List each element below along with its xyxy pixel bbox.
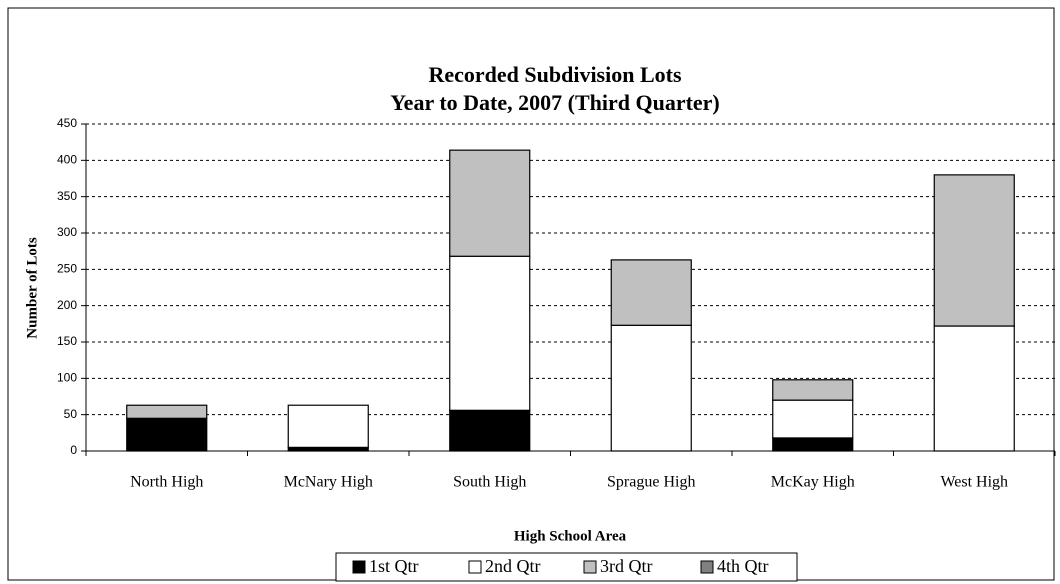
y-tick-label: 150 <box>57 334 77 348</box>
bar-segment <box>772 379 854 401</box>
chart-title: Recorded Subdivision Lots <box>428 62 681 87</box>
bar-segment <box>126 417 208 452</box>
legend-label: 3rd Qtr <box>600 556 653 576</box>
bar-segment <box>933 174 1015 327</box>
y-tick-label: 400 <box>57 153 77 167</box>
bar-segment <box>449 149 531 257</box>
legend-swatch <box>352 560 366 574</box>
legend-swatch <box>700 560 714 574</box>
y-tick-label: 100 <box>57 371 77 385</box>
x-axis-label: High School Area <box>514 528 627 544</box>
y-tick-label: 350 <box>57 189 77 203</box>
y-tick-label: 0 <box>70 443 77 457</box>
legend-label: 4th Qtr <box>717 556 769 576</box>
x-tick-label: McKay High <box>771 474 855 491</box>
y-tick-label: 450 <box>57 116 77 130</box>
y-tick-label: 300 <box>57 225 77 239</box>
x-tick-label: Sprague High <box>607 474 695 491</box>
legend-swatch <box>583 560 597 574</box>
bar-segment <box>287 404 369 448</box>
chart-subtitle: Year to Date, 2007 (Third Quarter) <box>390 90 720 115</box>
chart-frame <box>7 7 1055 581</box>
y-tick-label: 250 <box>57 262 77 276</box>
legend-swatch <box>468 560 482 574</box>
y-axis-label: Number of Lots <box>24 237 40 339</box>
y-tick-label: 50 <box>64 407 78 421</box>
y-tick-label: 200 <box>57 298 77 312</box>
x-tick-label: McNary High <box>284 474 373 491</box>
bar-segment <box>610 259 692 326</box>
x-tick-label: West High <box>940 474 1008 491</box>
x-tick-label: North High <box>130 474 203 491</box>
legend-label: 1st Qtr <box>369 556 419 576</box>
legend-label: 2nd Qtr <box>485 556 541 576</box>
legend <box>335 552 798 582</box>
x-tick-label: South High <box>453 474 526 491</box>
bar-segment <box>772 437 854 452</box>
bar-segment <box>772 399 854 439</box>
bar-segment <box>449 409 531 452</box>
bar-segment <box>126 404 208 419</box>
bar-segment <box>933 325 1015 452</box>
bar-segment <box>610 324 692 452</box>
bar-segment <box>449 255 531 411</box>
